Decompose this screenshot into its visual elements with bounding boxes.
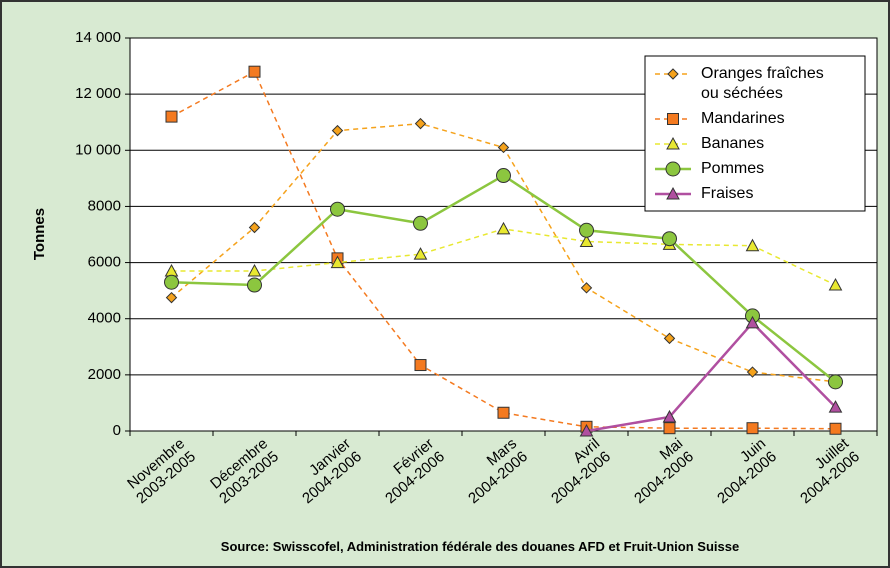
data-point <box>413 215 428 231</box>
data-point <box>662 409 677 423</box>
data-point <box>165 291 178 304</box>
y-tick-label: 4000 <box>88 310 121 327</box>
legend-label: Bananes <box>701 135 764 152</box>
y-tick-label: 6000 <box>88 254 121 271</box>
data-point <box>248 65 261 78</box>
data-point <box>579 222 594 238</box>
y-tick-label: 10 000 <box>75 141 121 158</box>
data-point <box>746 422 759 435</box>
y-axis-label: Tonnes <box>31 208 48 260</box>
legend-label: Oranges fraîches ou séchées <box>701 65 824 102</box>
data-point <box>662 231 677 247</box>
legend-label: Fraises <box>701 185 753 202</box>
legend-marker <box>666 136 680 150</box>
y-tick-label: 0 <box>113 422 121 439</box>
data-point <box>413 247 428 260</box>
source: Source: Swisscofel, Administration fédér… <box>221 539 739 554</box>
legend-label: Pommes <box>701 160 764 177</box>
data-point <box>165 110 178 123</box>
data-point <box>580 282 593 294</box>
data-point <box>248 221 261 234</box>
data-point <box>663 332 676 345</box>
data-point <box>496 221 511 235</box>
data-point <box>579 423 594 437</box>
y-tick-label: 14 000 <box>75 29 121 46</box>
legend-marker <box>665 161 681 177</box>
series-line <box>586 321 837 433</box>
data-point <box>579 234 594 248</box>
data-point <box>247 277 262 293</box>
y-tick-label: 12 000 <box>75 85 121 102</box>
data-point <box>828 374 843 390</box>
y-tick-label: 2000 <box>88 366 121 383</box>
legend-marker <box>667 113 679 125</box>
data-point <box>829 422 842 435</box>
data-point <box>497 141 510 154</box>
data-point <box>497 406 510 419</box>
data-point <box>745 238 760 252</box>
data-point <box>663 422 676 435</box>
plot-border <box>129 37 878 432</box>
data-point <box>164 274 179 290</box>
data-point <box>746 366 759 378</box>
data-point <box>331 124 344 137</box>
data-point <box>414 359 427 372</box>
data-point <box>745 315 760 329</box>
data-point <box>330 255 345 269</box>
data-point <box>828 400 843 413</box>
data-point <box>828 277 843 291</box>
data-point <box>496 168 511 184</box>
legend <box>644 55 866 212</box>
y-tick-label: 8000 <box>88 197 121 214</box>
series-line <box>171 70 836 430</box>
legend-marker <box>667 68 679 80</box>
legend-marker <box>666 186 680 200</box>
data-point <box>414 117 427 130</box>
data-point <box>330 201 345 217</box>
legend-label: Mandarines <box>701 110 785 127</box>
data-point <box>247 263 262 277</box>
